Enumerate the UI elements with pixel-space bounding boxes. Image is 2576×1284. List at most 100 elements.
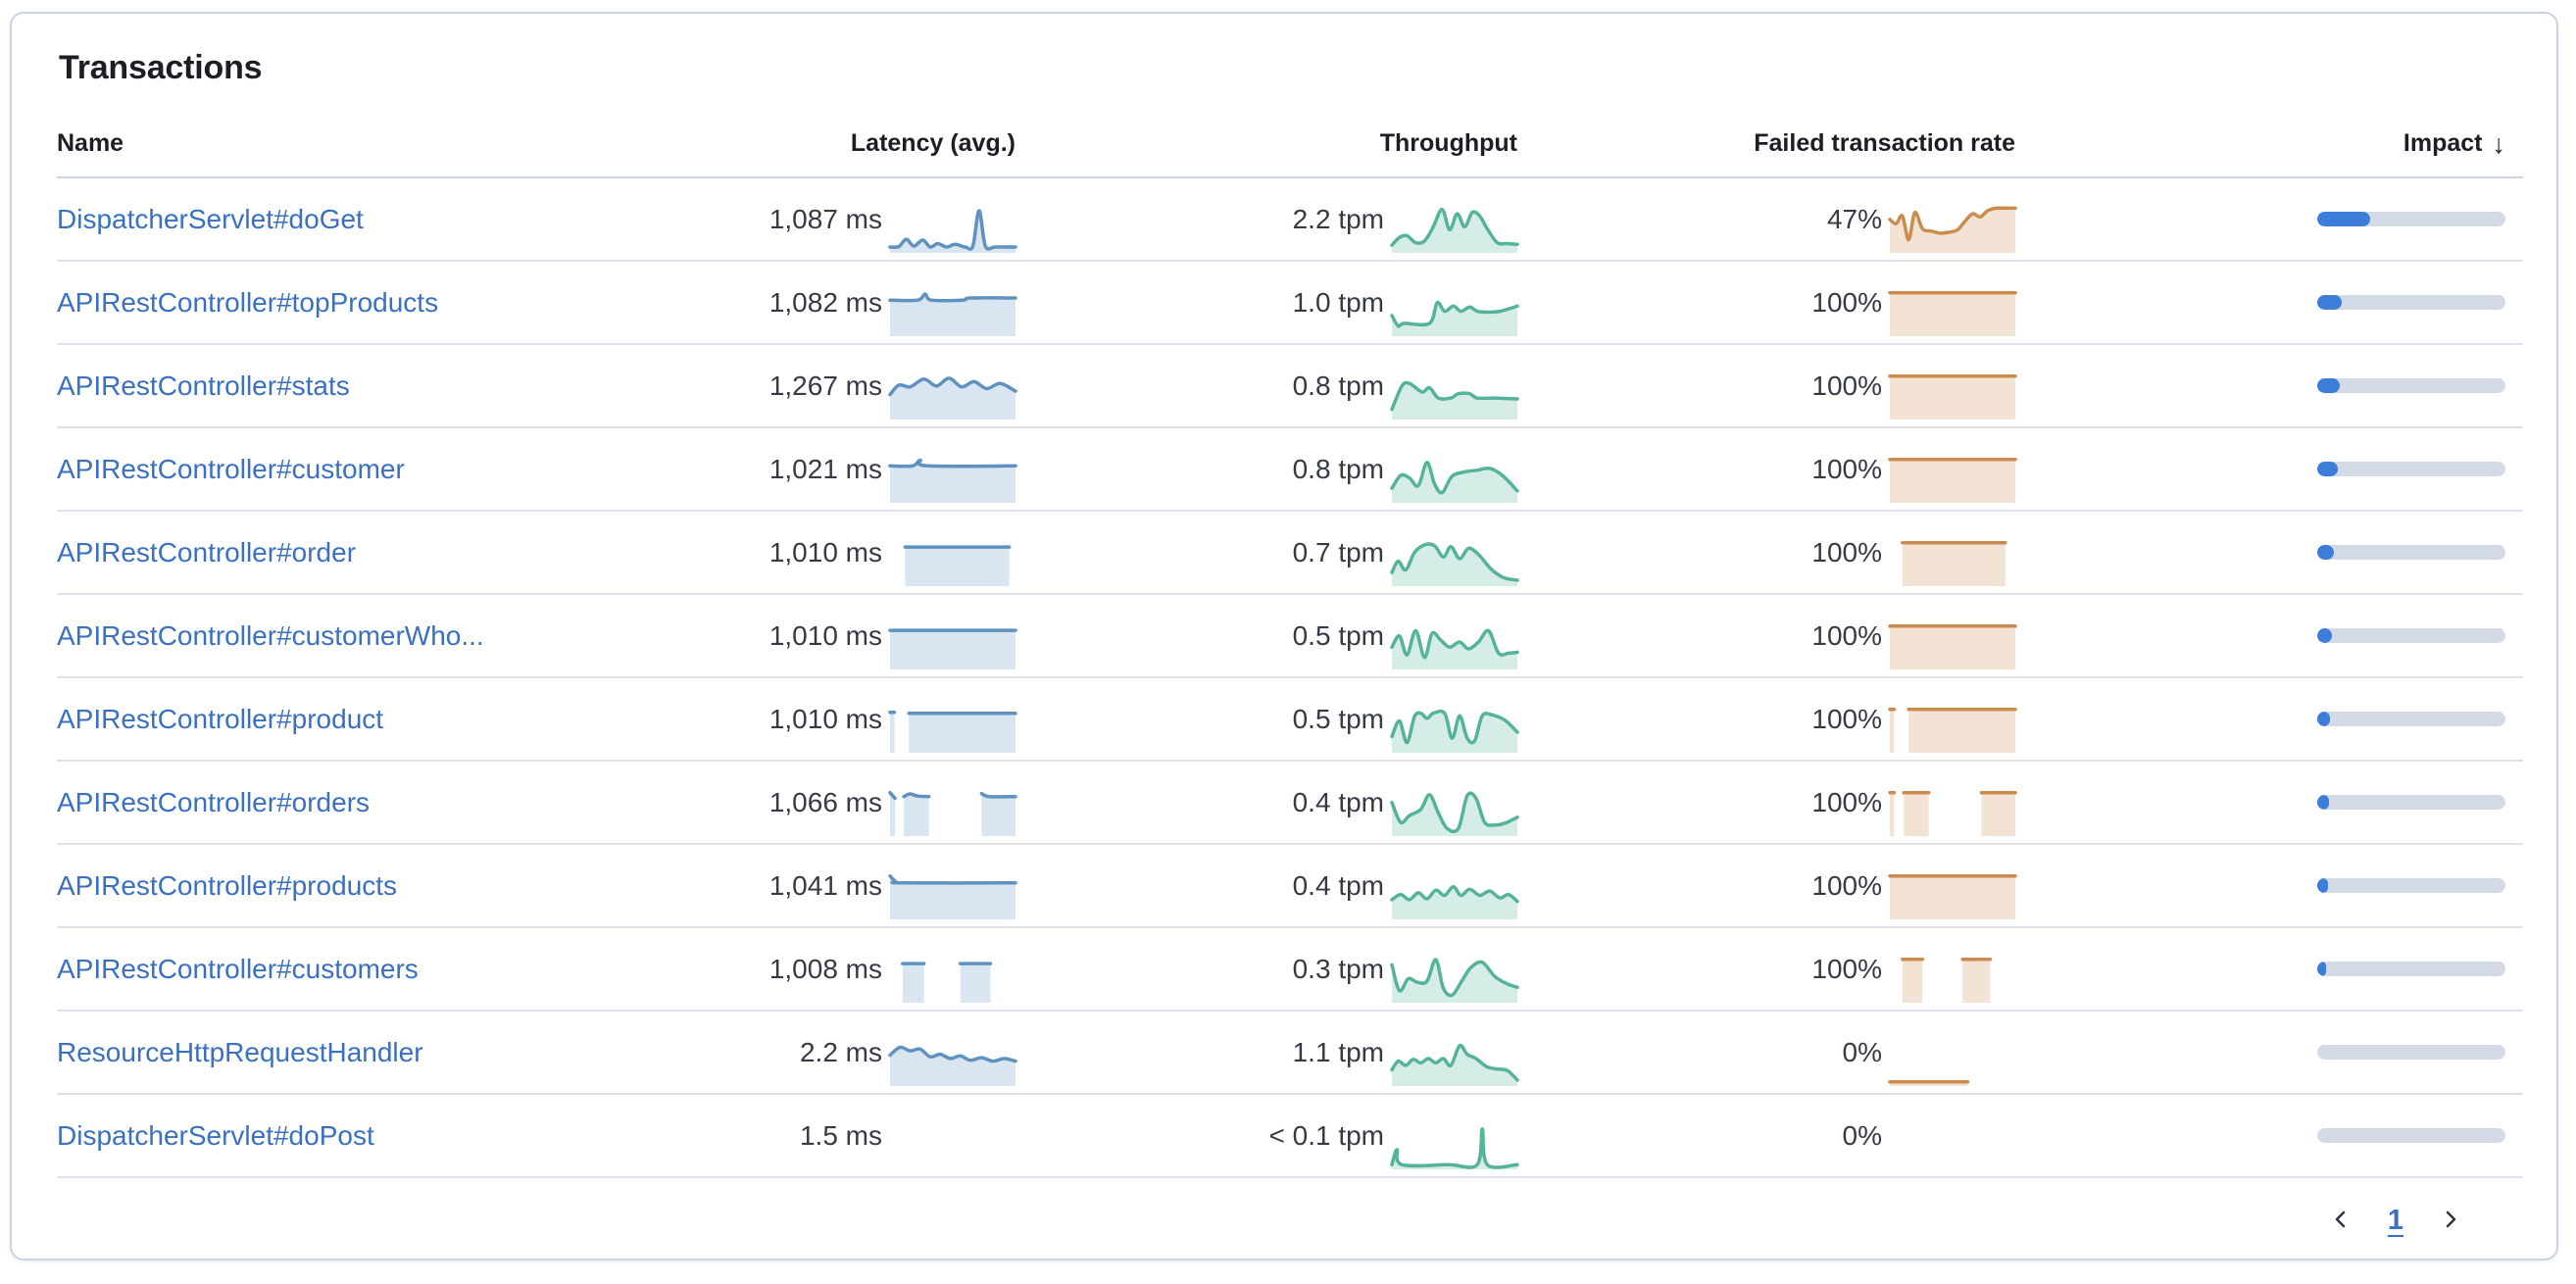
- transaction-link[interactable]: APIRestController#customer: [57, 453, 405, 484]
- transaction-name-cell: APIRestController#products: [57, 870, 663, 902]
- failed-rate-value: 100%: [1811, 953, 1882, 984]
- latency-sparkline: [890, 536, 1016, 587]
- impact-cell: [2015, 1128, 2523, 1143]
- failed-rate-sparkline: [1888, 619, 2017, 670]
- failed-rate-sparkline: [1888, 370, 2017, 420]
- transaction-link[interactable]: APIRestController#topProducts: [57, 286, 439, 318]
- column-header-failed-rate[interactable]: Failed transaction rate: [1754, 129, 2015, 157]
- throughput-value: 0.7 tpm: [1292, 536, 1384, 568]
- latency-sparkline: [888, 619, 1017, 670]
- column-header-latency[interactable]: Latency (avg.): [850, 129, 1016, 157]
- column-header-impact-label: Impact: [2403, 129, 2483, 157]
- column-header-name[interactable]: Name: [57, 129, 124, 157]
- failed-rate-cell: 100%: [1517, 944, 2015, 1003]
- latency-cell: 2.2 ms: [663, 1027, 1017, 1086]
- failed-rate-value: 100%: [1811, 370, 1882, 401]
- impact-bar-fill: [2317, 878, 2328, 893]
- chevron-left-icon: [2329, 1208, 2353, 1234]
- table-row: APIRestController#orders 1,066 ms 0.4 tp…: [57, 762, 2523, 845]
- impact-cell: [2015, 212, 2523, 226]
- throughput-value: 0.8 tpm: [1292, 453, 1384, 484]
- column-header-throughput[interactable]: Throughput: [1379, 129, 1517, 157]
- table-header-row: Name Latency (avg.) Throughput Failed tr…: [57, 117, 2523, 178]
- table-row: APIRestController#product 1,010 ms 0.5 t…: [57, 678, 2523, 762]
- throughput-cell: 0.4 tpm: [1016, 777, 1519, 836]
- transaction-link[interactable]: DispatcherServlet#doPost: [57, 1119, 374, 1151]
- latency-cell: 1,082 ms: [663, 277, 1017, 336]
- transaction-link[interactable]: APIRestController#order: [57, 536, 357, 568]
- transaction-link[interactable]: APIRestController#products: [57, 869, 398, 901]
- table-row: ResourceHttpRequestHandler 2.2 ms 1.1 tp…: [57, 1012, 2523, 1095]
- impact-bar: [2317, 212, 2505, 226]
- impact-bar: [2317, 1045, 2505, 1060]
- impact-bar: [2317, 378, 2505, 393]
- transaction-link[interactable]: DispatcherServlet#doGet: [57, 203, 364, 234]
- impact-cell: [2015, 378, 2523, 393]
- page-number-1[interactable]: 1: [2387, 1205, 2403, 1236]
- failed-rate-cell: 100%: [1517, 527, 2015, 586]
- throughput-cell: 0.8 tpm: [1016, 361, 1519, 420]
- column-header-impact[interactable]: Impact ↓: [2015, 128, 2523, 159]
- throughput-sparkline: [1390, 370, 1519, 420]
- failed-rate-value: 100%: [1811, 703, 1882, 734]
- table-row: APIRestController#customers 1,008 ms 0.3…: [57, 928, 2523, 1012]
- impact-cell: [2015, 962, 2523, 976]
- throughput-cell: 1.0 tpm: [1016, 277, 1519, 336]
- page-title: Transactions: [59, 49, 263, 86]
- failed-rate-sparkline: [1890, 536, 2015, 587]
- chevron-right-icon: [2439, 1208, 2462, 1234]
- failed-rate-sparkline: [1888, 869, 2017, 920]
- transactions-card: Transactions Name Latency (avg.) Through…: [10, 12, 2558, 1260]
- failed-rate-value: 100%: [1811, 619, 1882, 651]
- impact-cell: [2015, 628, 2523, 643]
- impact-bar: [2317, 962, 2505, 976]
- throughput-value: < 0.1 tpm: [1268, 1119, 1384, 1151]
- throughput-sparkline: [1390, 703, 1519, 754]
- next-page-button[interactable]: [2435, 1204, 2466, 1238]
- throughput-value: 2.2 tpm: [1292, 203, 1384, 234]
- transaction-name-cell: APIRestController#product: [57, 704, 663, 735]
- transaction-link[interactable]: APIRestController#customerWho...: [57, 619, 484, 651]
- impact-bar: [2317, 1128, 2505, 1143]
- failed-rate-sparkline: [1890, 953, 2015, 1004]
- latency-value: 1,041 ms: [768, 869, 882, 901]
- throughput-value: 1.0 tpm: [1292, 286, 1384, 318]
- impact-cell: [2015, 545, 2523, 560]
- transaction-link[interactable]: APIRestController#customers: [57, 953, 419, 984]
- throughput-cell: 0.5 tpm: [1016, 694, 1519, 753]
- latency-cell: 1,066 ms: [663, 777, 1017, 836]
- latency-cell: 1,021 ms: [663, 444, 1017, 503]
- failed-rate-cell: 0%: [1517, 1027, 2015, 1086]
- failed-rate-cell: 0%: [1517, 1111, 2015, 1161]
- throughput-value: 0.8 tpm: [1292, 370, 1384, 401]
- throughput-sparkline: [1390, 619, 1519, 670]
- throughput-sparkline: [1390, 1036, 1519, 1087]
- latency-sparkline: [888, 286, 1017, 337]
- table-row: APIRestController#products 1,041 ms 0.4 …: [57, 845, 2523, 928]
- table-row: APIRestController#stats 1,267 ms 0.8 tpm…: [57, 345, 2523, 428]
- latency-value: 1,010 ms: [768, 619, 882, 651]
- transaction-name-cell: ResourceHttpRequestHandler: [57, 1037, 663, 1068]
- impact-bar: [2317, 795, 2505, 810]
- transaction-link[interactable]: APIRestController#product: [57, 703, 384, 734]
- throughput-sparkline: [1390, 786, 1519, 837]
- transaction-name-cell: APIRestController#customer: [57, 454, 663, 485]
- throughput-cell: < 0.1 tpm: [1016, 1111, 1519, 1169]
- failed-rate-value: 47%: [1826, 203, 1882, 234]
- failed-rate-sparkline: [1888, 786, 2017, 837]
- transaction-link[interactable]: APIRestController#orders: [57, 786, 371, 817]
- latency-sparkline: [888, 703, 1017, 754]
- latency-sparkline: [890, 1119, 1016, 1170]
- transaction-name-cell: APIRestController#order: [57, 537, 663, 568]
- latency-sparkline: [890, 953, 1016, 1004]
- transaction-name-cell: APIRestController#orders: [57, 787, 663, 818]
- throughput-value: 0.3 tpm: [1292, 953, 1384, 984]
- throughput-value: 0.4 tpm: [1292, 786, 1384, 817]
- impact-cell: [2015, 712, 2523, 726]
- latency-value: 1,267 ms: [768, 370, 882, 401]
- previous-page-button[interactable]: [2325, 1204, 2356, 1238]
- transaction-link[interactable]: APIRestController#stats: [57, 370, 350, 401]
- transaction-name-cell: APIRestController#customers: [57, 954, 663, 985]
- transaction-name-cell: APIRestController#customerWho...: [57, 620, 663, 652]
- transaction-link[interactable]: ResourceHttpRequestHandler: [57, 1036, 423, 1067]
